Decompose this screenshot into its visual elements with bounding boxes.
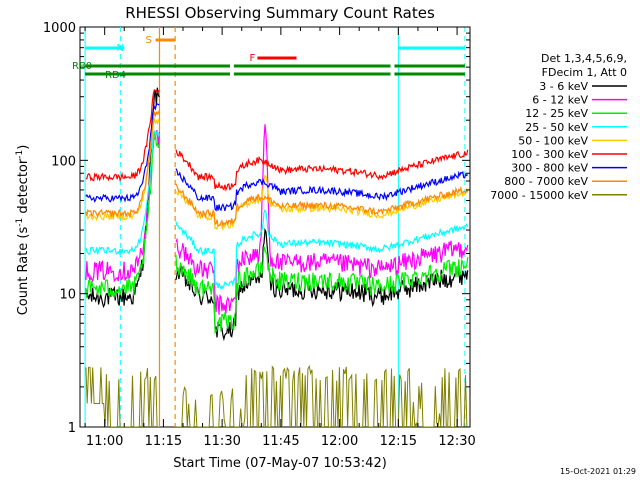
series-line <box>85 129 469 291</box>
x-tick-label: 11:15 <box>145 434 182 449</box>
chart-title: RHESSI Observing Summary Count Rates <box>125 4 435 22</box>
series-line <box>85 124 469 315</box>
timestamp: 15-Oct-2021 01:29 <box>560 467 636 476</box>
series-line <box>85 118 469 232</box>
plot-frame <box>79 26 471 428</box>
legend-entry-label: 100 - 300 keV <box>511 148 588 161</box>
x-tick-label: 12:30 <box>438 434 475 449</box>
x-axis-label: Start Time (07-May-07 10:53:42) <box>173 456 387 471</box>
legend-entry-label: 800 - 7000 keV <box>504 175 588 188</box>
series-line <box>85 364 469 427</box>
legend-entry-label: 25 - 50 keV <box>525 121 588 134</box>
x-tick-label: 11:30 <box>203 434 240 449</box>
legend-entry-label: 50 - 100 keV <box>518 134 588 147</box>
y-tick-label: 1000 <box>43 21 76 36</box>
series-line <box>85 103 469 212</box>
legend-entry-label: 12 - 25 keV <box>525 107 588 120</box>
legend-entry-label: 7000 - 15000 keV <box>490 189 588 202</box>
flag-label-s: S <box>145 35 151 46</box>
x-tick-label: 11:45 <box>262 434 299 449</box>
flag-label-rb: RB0 <box>72 61 92 72</box>
series-line <box>85 131 469 335</box>
series-line <box>85 110 469 228</box>
flag-label-rd: RD4 <box>105 70 126 81</box>
y-tick-label: 10 <box>59 288 76 303</box>
legend-entry-label: 300 - 800 keV <box>511 162 588 175</box>
legend: Det 1,3,4,5,6,9, FDecim 1, Att 0 3 - 6 k… <box>490 52 627 202</box>
legend-header-line-2: FDecim 1, Att 0 <box>542 66 627 79</box>
legend-entry-label: 3 - 6 keV <box>539 80 588 93</box>
y-tick-label: 1 <box>68 421 76 436</box>
x-tick-label: 12:00 <box>321 434 358 449</box>
y-tick-label: 100 <box>51 154 76 169</box>
series-line <box>85 87 469 342</box>
legend-entry-label: 6 - 12 keV <box>532 94 588 107</box>
y-axis-label: Count Rate (s-1 detector-1) <box>15 145 31 316</box>
flag-label-n: N <box>116 43 123 54</box>
flag-label-f: F <box>250 53 256 64</box>
legend-header-line-1: Det 1,3,4,5,6,9, <box>541 52 627 65</box>
x-tick-label: 11:00 <box>86 434 123 449</box>
x-tick-label: 12:15 <box>380 434 417 449</box>
series-line <box>85 89 469 192</box>
